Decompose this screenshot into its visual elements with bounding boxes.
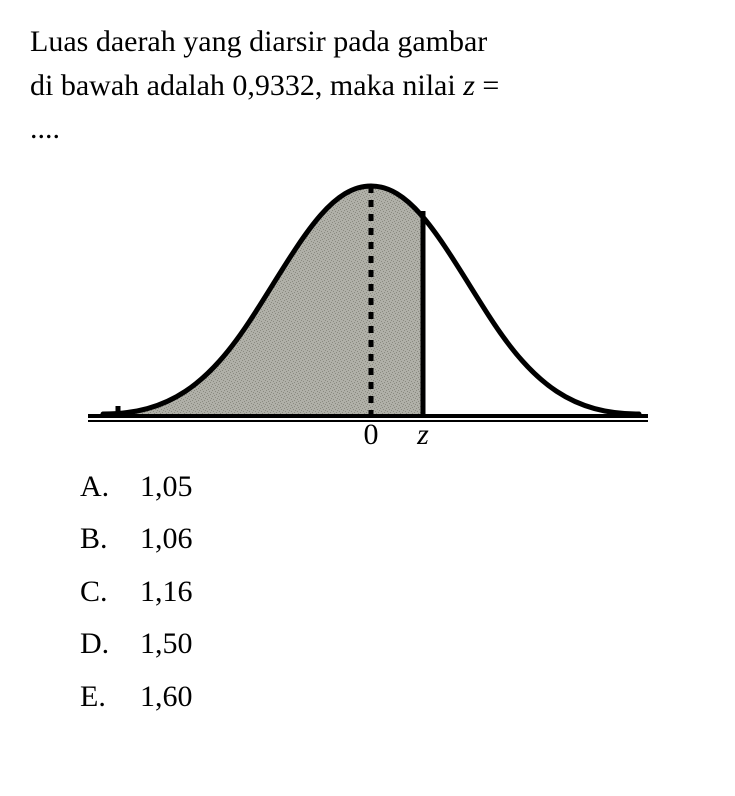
svg-text:0: 0 — [363, 418, 378, 446]
question-line2-part2: = — [475, 69, 499, 102]
option-letter: B. — [80, 513, 115, 566]
question-text: Luas daerah yang diarsir pada gambar di … — [30, 20, 705, 151]
option-b: B. 1,06 — [80, 513, 705, 566]
normal-distribution-chart: 0z — [30, 156, 705, 446]
option-value: 1,05 — [140, 461, 193, 514]
option-letter: D. — [80, 618, 115, 671]
question-var-z: z — [463, 69, 475, 102]
option-value: 1,16 — [140, 566, 193, 619]
option-letter: E. — [80, 671, 115, 724]
option-e: E. 1,60 — [80, 671, 705, 724]
option-d: D. 1,50 — [80, 618, 705, 671]
option-value: 1,50 — [140, 618, 193, 671]
question-line3: .... — [30, 112, 60, 145]
option-c: C. 1,16 — [80, 566, 705, 619]
option-value: 1,06 — [140, 513, 193, 566]
question-line2-part1: di bawah adalah 0,9332, maka nilai — [30, 69, 463, 102]
question-line1: Luas daerah yang diarsir pada gambar — [30, 25, 487, 58]
option-letter: A. — [80, 461, 115, 514]
option-value: 1,60 — [140, 671, 193, 724]
svg-text:z: z — [416, 418, 429, 446]
option-a: A. 1,05 — [80, 461, 705, 514]
option-letter: C. — [80, 566, 115, 619]
bell-curve-svg: 0z — [88, 156, 648, 446]
answer-options: A. 1,05 B. 1,06 C. 1,16 D. 1,50 E. 1,60 — [30, 461, 705, 724]
